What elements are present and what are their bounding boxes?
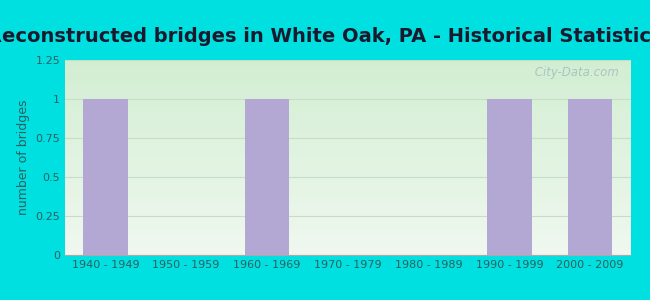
Text: City-Data.com: City-Data.com [531, 66, 619, 79]
Y-axis label: number of bridges: number of bridges [17, 100, 30, 215]
Bar [83, 99, 127, 255]
Bar [568, 99, 612, 255]
Bar [245, 99, 289, 255]
Text: Reconstructed bridges in White Oak, PA - Historical Statistics: Reconstructed bridges in White Oak, PA -… [0, 27, 650, 46]
Bar [487, 99, 532, 255]
